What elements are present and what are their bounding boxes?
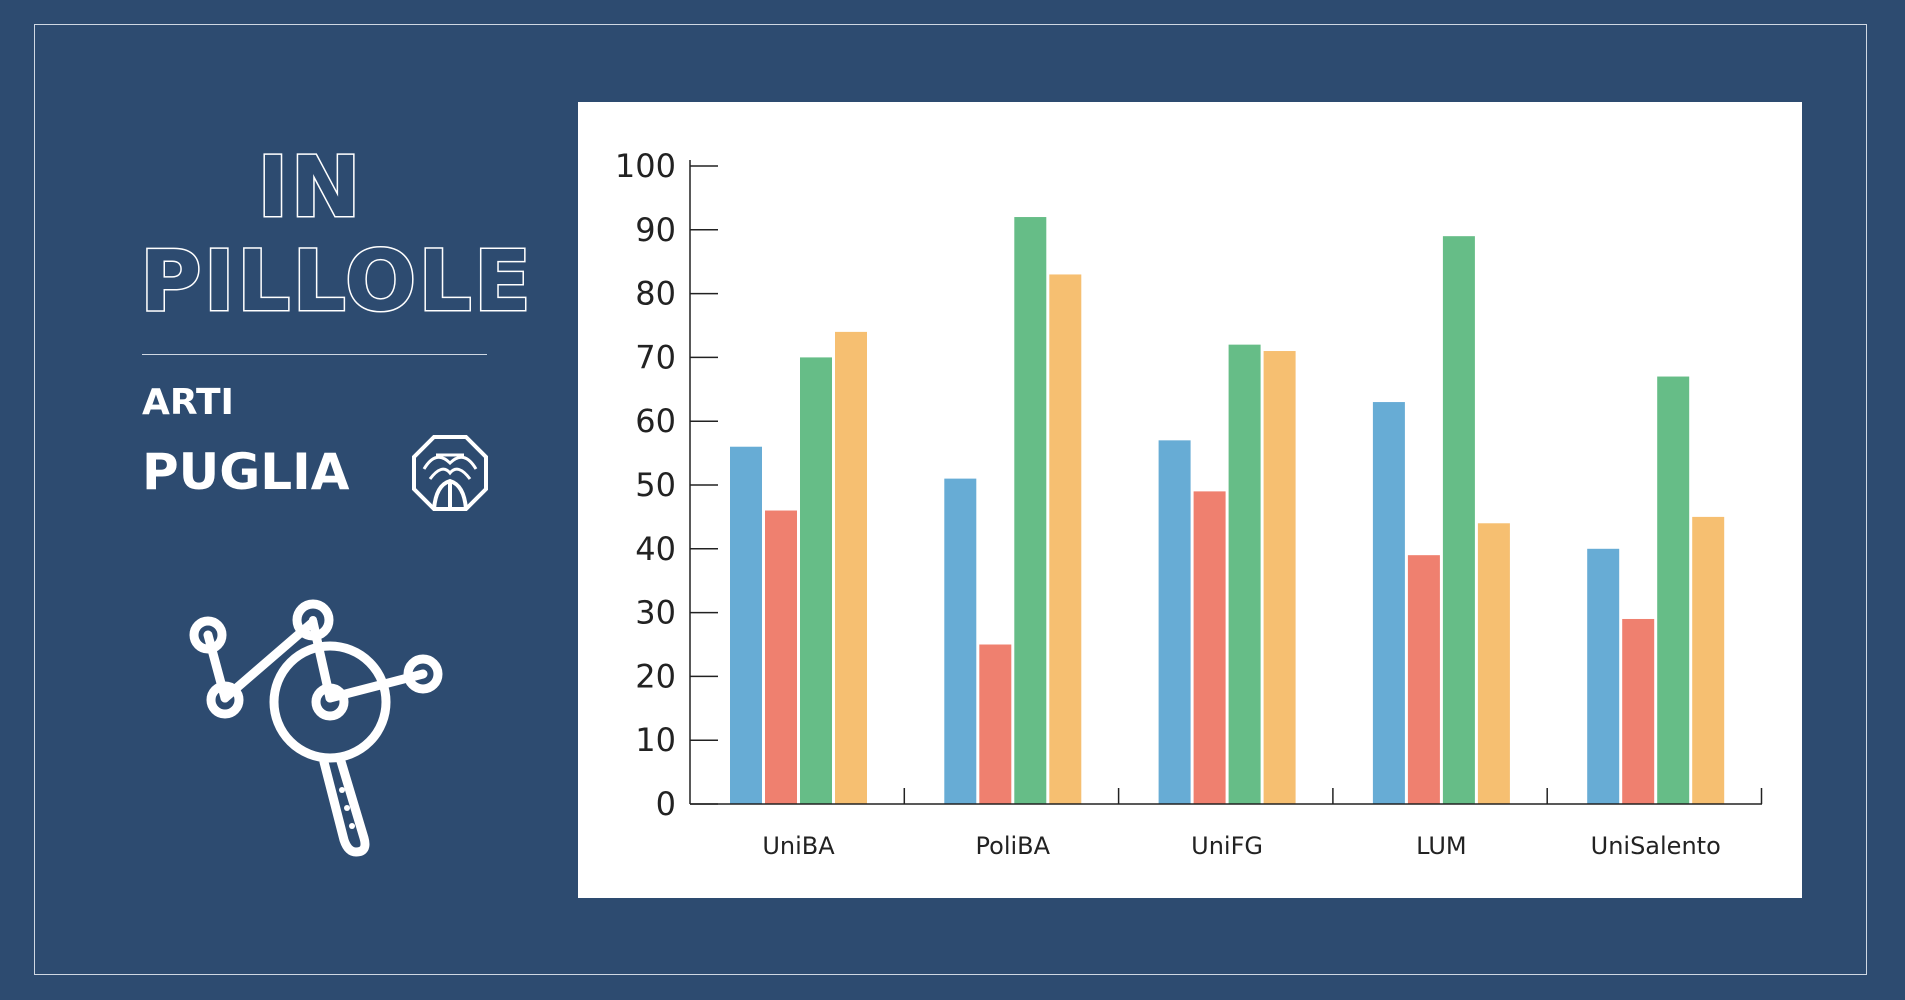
x-tick-label-LUM: LUM — [1416, 832, 1466, 860]
brand-divider — [142, 354, 487, 355]
bar-PoliBA-s2 — [979, 644, 1012, 804]
brand-title-line2: PILLOLE — [139, 232, 534, 330]
bar-UniFG-s4 — [1263, 351, 1296, 804]
x-tick-label-UniFG: UniFG — [1191, 832, 1263, 860]
x-tick-label-UniSalento: UniSalento — [1591, 832, 1721, 860]
brand-title-line1: IN — [256, 138, 363, 236]
bar-UniSalento-s1 — [1587, 548, 1620, 804]
y-tick-label-60: 60 — [635, 402, 676, 440]
y-tick-label-50: 50 — [635, 466, 676, 504]
arti-logo-icon — [412, 435, 488, 511]
bar-LUM-s1 — [1372, 402, 1405, 804]
bar-UniFG-s3 — [1228, 344, 1261, 804]
bar-chart: 0 10 20 30 40 50 60 70 80 90 100 UniBA PoliBA UniFG L… — [615, 147, 1763, 860]
bars-group — [730, 217, 1725, 804]
bar-PoliBA-s1 — [944, 478, 977, 804]
x-tick-labels: UniBA PoliBA UniFG LUM UniSalento — [762, 832, 1720, 860]
bar-UniSalento-s4 — [1692, 516, 1725, 804]
y-tick-labels: 0 10 20 30 40 50 60 70 80 90 100 — [615, 147, 676, 823]
outer-frame — [34, 24, 1867, 975]
y-tick-label-90: 90 — [635, 211, 676, 249]
bar-PoliBA-s3 — [1014, 217, 1047, 804]
bar-UniFG-s2 — [1193, 491, 1226, 804]
chart-panel: 0 10 20 30 40 50 60 70 80 90 100 UniBA PoliBA UniFG L… — [578, 102, 1802, 898]
x-tick-label-UniBA: UniBA — [762, 832, 835, 860]
bar-LUM-s2 — [1407, 555, 1440, 804]
y-tick-label-0: 0 — [656, 785, 676, 823]
bar-LUM-s3 — [1442, 236, 1475, 804]
axes-group — [689, 160, 1763, 805]
brand-subtitle-line1: ARTI — [142, 382, 234, 423]
y-tick-label-10: 10 — [635, 721, 676, 759]
x-tick-label-PoliBA: PoliBA — [976, 832, 1051, 860]
bar-UniSalento-s3 — [1657, 376, 1690, 804]
bar-UniSalento-s2 — [1622, 618, 1655, 804]
bar-UniBA-s1 — [730, 446, 762, 804]
bar-UniBA-s2 — [765, 510, 797, 804]
y-tick-label-70: 70 — [635, 338, 676, 376]
y-tick-label-100: 100 — [615, 147, 676, 185]
y-tick-label-30: 30 — [635, 594, 676, 632]
brand-subtitle-line2: PUGLIA — [142, 443, 350, 501]
bar-PoliBA-s4 — [1049, 274, 1082, 804]
y-tick-label-20: 20 — [635, 657, 676, 695]
bar-UniBA-s3 — [800, 357, 832, 804]
bar-UniFG-s1 — [1158, 440, 1191, 804]
y-tick-label-80: 80 — [635, 275, 676, 313]
bar-UniBA-s4 — [835, 331, 867, 804]
molecule-magnifier-icon — [189, 599, 443, 857]
bar-LUM-s4 — [1477, 523, 1510, 804]
y-tick-label-40: 40 — [635, 530, 676, 568]
